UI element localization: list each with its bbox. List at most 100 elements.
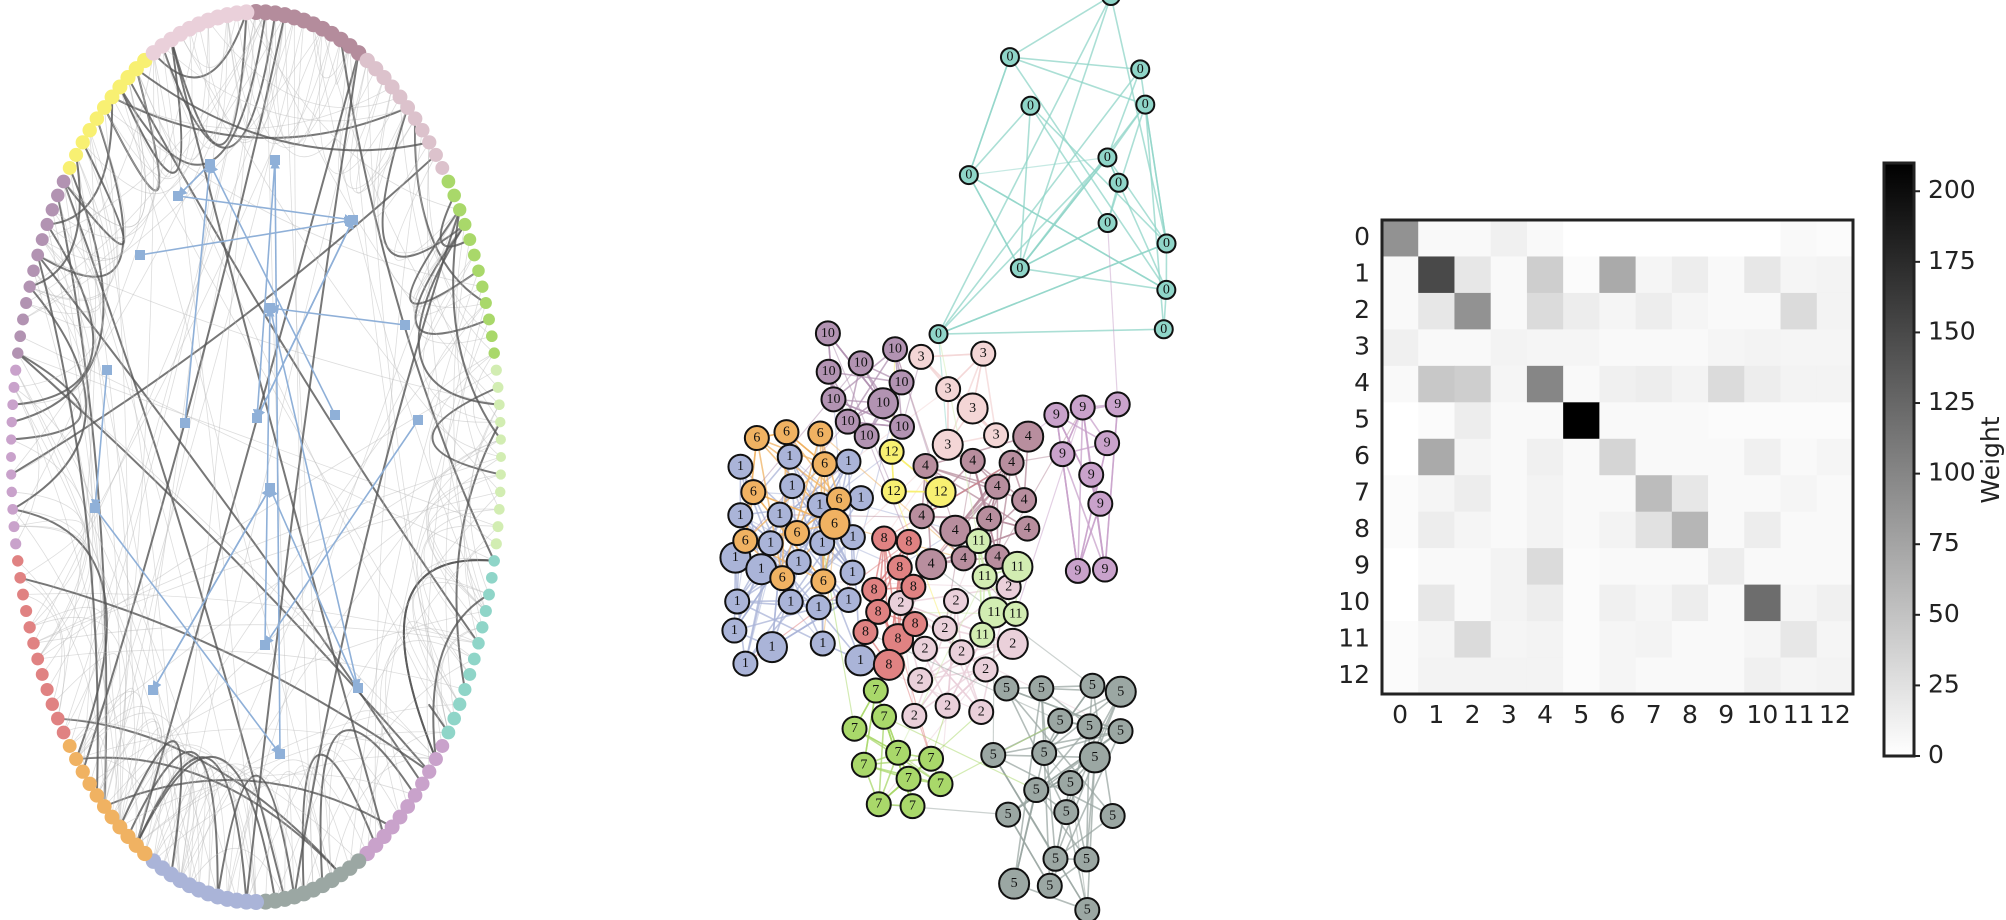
bundled-edge [13,24,200,527]
network-node [927,771,954,798]
bundled-edge [284,765,351,899]
network-node [935,376,962,403]
bundled-edge [82,20,209,195]
bundled-edge [33,270,121,828]
circle-node [495,416,506,428]
network-node [902,611,929,638]
node-label: 0 [1160,322,1167,337]
x-tick-label: 9 [1718,700,1734,729]
circle-node [476,280,489,293]
heat-cell [1744,438,1782,476]
heat-cell [1490,438,1528,476]
circle-node [12,347,24,359]
circle-node [6,416,17,428]
heat-cell [1635,402,1673,440]
tree-link [177,163,211,197]
circle-node [75,135,90,150]
bundled-edge [423,525,499,644]
node-label: 0 [1104,150,1111,165]
bundled-edge [52,52,161,239]
heat-cell [1780,365,1818,403]
tree-node [265,303,275,313]
bundled-edge [22,14,286,320]
network-edge [1009,0,1106,58]
tree-link [90,369,108,509]
bundled-edge [189,847,286,900]
node-label: 5 [1057,713,1064,728]
heat-cell [1490,365,1528,403]
bundled-edge [22,593,479,644]
bundled-edge [136,731,449,846]
bundled-edge [431,386,502,476]
bundled-edge [153,830,190,886]
network-node [1020,95,1041,116]
network-edge [1029,105,1168,245]
node-label: 7 [928,751,935,766]
bundled-edge [103,68,160,191]
circle-node [415,776,430,791]
network-node [732,527,759,554]
circle-node [479,604,492,618]
y-tick-label: 0 [1354,222,1370,251]
network-node [993,675,1020,702]
network-node [882,336,909,363]
network-node [814,320,841,347]
heat-cell [1744,329,1782,367]
heat-cell [1454,402,1492,440]
heat-cell [1708,657,1745,695]
heat-cell [1635,220,1673,257]
y-tick-label: 12 [1338,660,1370,689]
x-tick-label: 12 [1819,700,1851,729]
heat-cell [1490,511,1528,549]
network-node [1001,550,1034,583]
network-edge [737,600,819,609]
heat-cell [1490,584,1528,622]
network-edge [1055,414,1079,571]
network-edge [1104,404,1119,570]
x-tick-label: 10 [1747,700,1779,729]
node-label: 10 [821,326,835,341]
heat-cell [1816,220,1854,257]
circle-node [428,752,443,767]
x-tick-label: 1 [1428,700,1444,729]
heat-cell [1418,511,1455,549]
network-node [1130,59,1151,80]
circle-node [14,571,27,584]
heatmap: 0 1 2 3 4 5 6 7 8 9 10 11 12012345678910111202550751… [1338,161,1976,769]
tree-node [260,640,270,650]
bundled-edge [161,15,228,149]
circle-node [6,452,16,462]
network-node [959,447,986,474]
heat-cell [1418,584,1455,622]
heat-cell [1418,220,1455,257]
bundled-edge [75,154,137,846]
network-graph: 0000000000000011111111111111111111111122… [719,0,1177,920]
bundled-edge [331,757,436,881]
circle-node [96,799,112,814]
circle-node [14,330,27,343]
node-label: 0 [935,327,942,342]
network-edge [944,628,982,713]
network-node [1043,401,1070,428]
network-node [732,650,759,677]
network-edge [968,174,1021,269]
bundled-edge [440,626,483,733]
circle-node [458,682,472,697]
node-label: 10 [822,364,836,379]
circle-node [422,135,437,150]
bundled-edge [297,20,333,146]
bundled-edge [274,13,323,142]
node-label: 6 [783,425,790,440]
network-node [724,588,751,615]
network-node [907,667,934,694]
network-node [1099,802,1126,829]
node-label: 1 [734,594,741,609]
y-tick-label: 2 [1354,295,1370,324]
bundled-edge [12,286,87,511]
circle-node [51,711,65,726]
circle-node [89,788,105,803]
bundled-edge [135,68,449,733]
node-label: 9 [1104,436,1111,451]
node-label: 5 [1083,852,1090,867]
heat-cell [1563,402,1600,440]
